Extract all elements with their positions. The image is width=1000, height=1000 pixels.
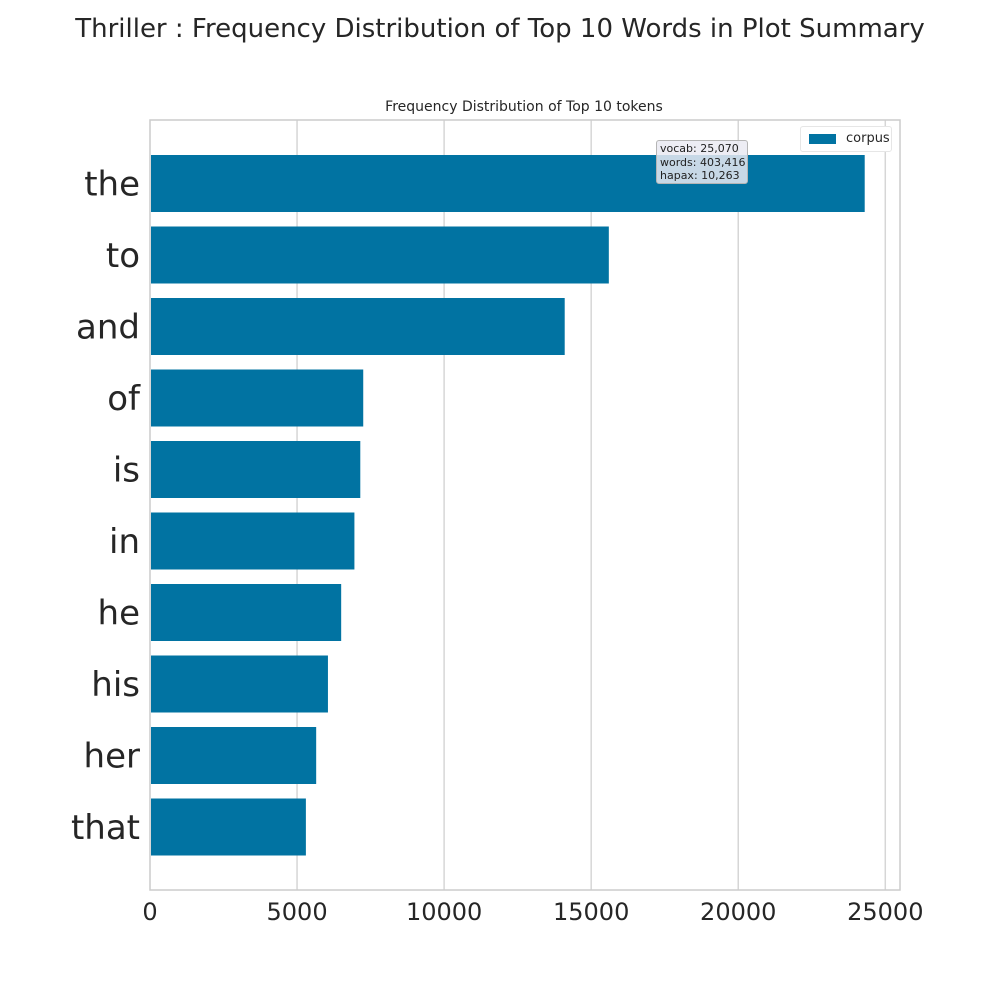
y-tick-label-of: of	[107, 379, 141, 419]
bar-her	[151, 727, 317, 784]
y-tick-label-to: to	[106, 236, 140, 276]
y-tick-label-his: his	[91, 665, 140, 705]
bars	[151, 155, 865, 856]
bar-he	[151, 584, 342, 641]
y-tick-label-the: the	[84, 165, 140, 205]
x-tick-label: 5000	[267, 898, 328, 926]
x-tick-labels: 0 5000 10000 15000 20000 25000	[142, 898, 923, 926]
y-tick-label-that: that	[71, 808, 140, 848]
figure-suptitle: Thriller : Frequency Distribution of Top…	[75, 14, 925, 44]
y-tick-label-is: is	[113, 451, 140, 491]
vocab-stat: vocab: 25,070	[660, 142, 739, 155]
hapax-stat: hapax: 10,263	[660, 169, 740, 182]
bar-to	[151, 226, 609, 284]
bar-that	[151, 798, 306, 856]
bar-the	[151, 155, 865, 212]
corpus-stats-annotation: vocab: 25,070 words: 403,416 hapax: 10,2…	[656, 140, 748, 184]
words-stat: words: 403,416	[660, 155, 746, 169]
x-tick-label: 10000	[406, 898, 482, 926]
x-tick-label: 25000	[847, 898, 923, 926]
x-tick-label: 15000	[553, 898, 629, 926]
y-tick-label-in: in	[109, 522, 140, 562]
x-tick-label: 20000	[700, 898, 776, 926]
y-tick-label-he: he	[98, 594, 140, 634]
x-tick-label: 0	[142, 898, 157, 926]
y-tick-label-her: her	[84, 737, 140, 777]
y-tick-labels: the to and of is in he his her that	[71, 165, 141, 849]
plot-frame	[149, 119, 901, 891]
bar-his	[151, 655, 328, 713]
bar-is	[151, 441, 361, 498]
legend-label-corpus: corpus	[846, 131, 890, 146]
legend: corpus	[800, 126, 892, 152]
legend-swatch-corpus	[809, 134, 836, 144]
bar-in	[151, 512, 355, 570]
bar-of	[151, 369, 364, 427]
bar-and	[151, 298, 565, 355]
y-tick-label-and: and	[76, 308, 140, 348]
chart-title: Frequency Distribution of Top 10 tokens	[385, 99, 663, 115]
